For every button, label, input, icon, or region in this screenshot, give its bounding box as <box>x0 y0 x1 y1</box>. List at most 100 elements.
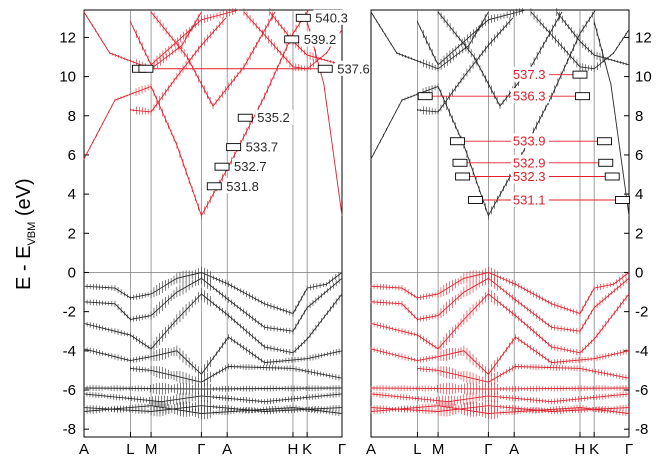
y-tick-label: 4 <box>68 186 76 203</box>
valence-band-2-error-bars <box>370 272 627 335</box>
y-axis-label: E - EVBM (eV) <box>13 178 38 290</box>
annotation-label: 533.9 <box>513 134 546 149</box>
y-tick-label: 8 <box>68 108 76 125</box>
y-tick-label: 4 <box>635 186 643 203</box>
energy-annotation: 540.3 <box>295 9 352 25</box>
valence-band-2-error-bars <box>83 272 340 335</box>
energy-annotation: 531.8 <box>206 178 263 194</box>
y-axis-label-subscript: VBM <box>26 222 38 246</box>
y-tick-label: 0 <box>635 264 643 281</box>
y-tick-label: 2 <box>68 225 76 242</box>
y-tick-label: 10 <box>635 69 652 86</box>
annotation-label: 531.8 <box>226 179 259 194</box>
annotation-label-bg <box>510 66 549 82</box>
annotation-label-bg <box>232 158 271 174</box>
energy-annotation: 531.1 <box>468 191 630 207</box>
energy-annotation: 537.6 <box>132 60 374 76</box>
y-tick-label: -6 <box>63 382 76 399</box>
valence-band-4-error-bars <box>370 334 627 381</box>
x-tick-label: L <box>413 441 421 458</box>
annotation-label: 540.3 <box>315 10 348 25</box>
x-tick-label: M <box>145 441 158 458</box>
energy-annotation: 532.9 <box>452 154 614 170</box>
x-tick-label: M <box>432 441 445 458</box>
plot-frame <box>370 9 630 438</box>
x-tick-label: L <box>126 441 134 458</box>
x-tick-label: H <box>575 441 586 458</box>
annotation-box <box>455 172 471 181</box>
valence-band-4-error-bars <box>83 334 340 381</box>
annotation-box <box>214 162 230 171</box>
annotation-label-bg <box>313 9 352 25</box>
right-panel: A L M Γ A H K Γ-8-6-4-2024681012537.3536.3533.9… <box>366 7 652 458</box>
annotation-box <box>597 137 612 146</box>
y-tick-label: -6 <box>635 382 648 399</box>
x-tick-label: Γ <box>484 441 492 458</box>
energy-annotation: 533.9 <box>449 133 612 149</box>
annotation-label: 533.7 <box>246 140 279 155</box>
annotation-box <box>598 158 614 167</box>
valence-band-9-error-bars <box>83 400 340 420</box>
y-tick-label: 8 <box>635 108 643 125</box>
annotation-box <box>449 137 465 146</box>
x-tick-label: Γ <box>338 441 346 458</box>
annotation-box <box>226 143 242 152</box>
annotation-label: 532.7 <box>234 159 267 174</box>
y-tick-label: 12 <box>635 29 652 46</box>
valence-band-3-error-bars <box>370 288 627 356</box>
x-tick-label: K <box>302 441 312 458</box>
x-tick-label: A <box>509 441 519 458</box>
y-tick-label: 6 <box>68 147 76 164</box>
y-tick-label: -2 <box>63 304 76 321</box>
valence-band-1 <box>83 272 343 315</box>
x-tick-label: K <box>589 441 599 458</box>
annotation-label-bg <box>510 154 549 170</box>
valence-band-8-error-bars <box>83 399 340 417</box>
valence-band-5-error-bars <box>130 363 340 388</box>
x-tick-label: A <box>366 441 376 458</box>
valence-band-6-error-bars <box>83 382 340 395</box>
valence-band-2 <box>83 277 343 332</box>
y-tick-label: 10 <box>59 69 76 86</box>
annotation-label: 539.2 <box>304 32 337 47</box>
conduction-band-8-error-bars <box>593 18 627 196</box>
x-tick-label: A <box>79 441 89 458</box>
y-tick-label: 2 <box>635 225 643 242</box>
annotation-box <box>572 70 588 79</box>
annotation-box <box>604 172 620 181</box>
conduction-band-2-error-bars <box>83 11 199 72</box>
annotation-label: 536.3 <box>513 89 546 104</box>
conduction-band-8 <box>593 21 630 216</box>
conduction-band-2 <box>370 11 489 70</box>
annotation-box <box>575 92 591 101</box>
valence-band-7-error-bars <box>83 390 340 408</box>
valence-band-1-error-bars <box>83 266 340 317</box>
annotation-label-bg <box>510 168 549 184</box>
y-tick-label: -8 <box>63 421 76 438</box>
conduction-band-5-error-bars <box>150 9 273 109</box>
y-axis-label-main: E - E <box>13 246 35 290</box>
conduction-band-2-error-bars <box>370 11 486 72</box>
annotation-label-bg <box>335 60 374 76</box>
annotation-label-bg <box>243 139 282 155</box>
valence-band-7-error-bars <box>370 390 627 408</box>
annotation-box <box>206 182 222 191</box>
annotation-box <box>284 35 300 44</box>
energy-annotation: 532.7 <box>214 158 271 174</box>
energy-annotation: 535.2 <box>237 109 294 125</box>
annotation-label-bg <box>510 88 549 104</box>
annotation-box <box>237 113 253 122</box>
annotation-label: 537.6 <box>337 61 370 76</box>
annotation-label: 531.1 <box>513 192 546 207</box>
valence-band-3-error-bars <box>83 288 340 356</box>
y-axis-label-unit: (eV) <box>13 178 35 221</box>
annotation-box <box>417 92 433 101</box>
energy-annotation: 536.3 <box>417 88 591 104</box>
valence-band-5 <box>417 366 630 383</box>
annotation-label: 535.2 <box>257 110 290 125</box>
valence-band-5-error-bars <box>417 363 627 388</box>
y-tick-label: -2 <box>635 304 648 321</box>
energy-annotation: 539.2 <box>284 31 340 47</box>
annotation-box <box>317 64 333 73</box>
